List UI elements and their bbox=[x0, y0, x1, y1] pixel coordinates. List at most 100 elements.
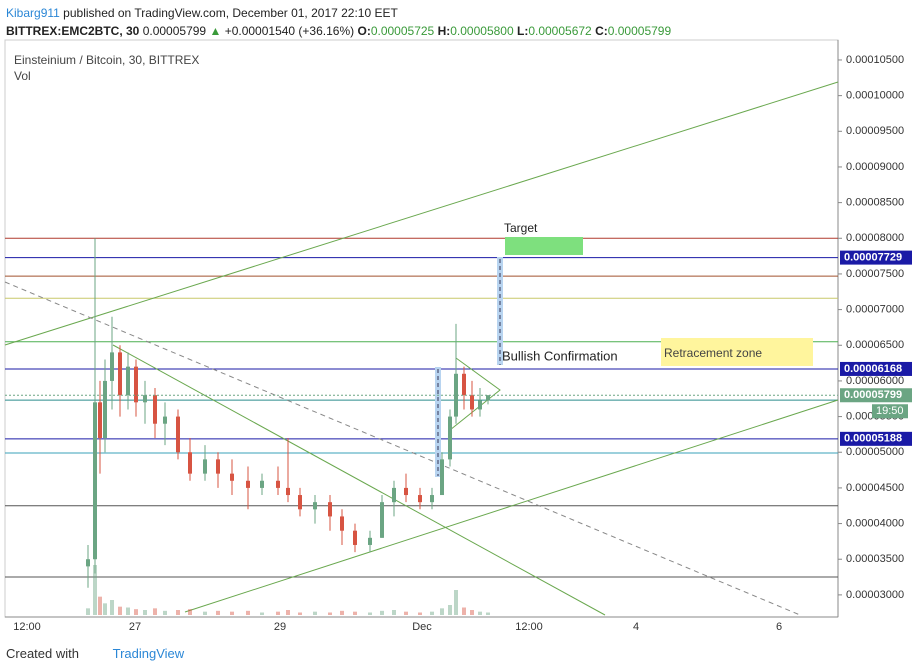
retracement-label: Retracement zone bbox=[664, 346, 762, 360]
volume-bar bbox=[230, 611, 234, 615]
volume-bar bbox=[246, 610, 250, 615]
price-label-box bbox=[840, 431, 912, 446]
price-label-box bbox=[840, 361, 912, 376]
candle-body bbox=[230, 473, 234, 481]
volume-bar bbox=[340, 610, 344, 615]
volume-bar bbox=[176, 610, 180, 615]
candle-body bbox=[486, 395, 490, 401]
volume-bar bbox=[103, 603, 107, 615]
volume-bar bbox=[98, 596, 102, 615]
volume-bar bbox=[448, 605, 452, 615]
arrow: ▲ bbox=[209, 24, 222, 38]
volume-bar bbox=[454, 590, 458, 615]
y-tick-label: 0.00006000 bbox=[846, 375, 904, 387]
volume-bar bbox=[126, 607, 130, 615]
y-tick-label: 0.00006500 bbox=[846, 339, 904, 351]
y-tick-label: 0.00007500 bbox=[846, 268, 904, 280]
brand[interactable]: TradingView bbox=[112, 646, 185, 661]
candle-body bbox=[286, 487, 290, 496]
price-label: 0.00005799 bbox=[844, 389, 902, 401]
retracement-box bbox=[661, 338, 813, 366]
y-tick-label: 0.00005000 bbox=[846, 446, 904, 458]
trendline bbox=[4, 281, 801, 616]
author[interactable]: Kibarg911 bbox=[6, 6, 60, 20]
candle-body bbox=[216, 459, 220, 474]
volume-bar bbox=[203, 611, 207, 615]
candle-body bbox=[118, 352, 122, 396]
y-tick-label: 0.00004500 bbox=[846, 482, 904, 494]
header-line-2: BITTREX:EMC2BTC, 30 0.00005799 ▲ +0.0000… bbox=[6, 22, 671, 40]
y-tick-label: 0.00003500 bbox=[846, 553, 904, 565]
y-tick-label: 0.00007000 bbox=[846, 304, 904, 316]
y-tick-label: 0.00003000 bbox=[846, 589, 904, 601]
candle-body bbox=[340, 516, 344, 531]
x-tick-label: 12:00 bbox=[13, 621, 41, 633]
volume-bar bbox=[86, 608, 90, 615]
candle-body bbox=[478, 400, 482, 410]
target-box bbox=[505, 237, 583, 255]
h: 0.00005800 bbox=[450, 24, 514, 38]
candle-body bbox=[418, 495, 422, 503]
volume-bar bbox=[380, 610, 384, 615]
candle-body bbox=[153, 395, 157, 424]
x-tick-label: Dec bbox=[412, 621, 432, 633]
candle-body bbox=[176, 416, 180, 453]
volume-bar bbox=[110, 600, 114, 615]
volume-bar bbox=[430, 611, 434, 615]
candle-body bbox=[380, 502, 384, 538]
volume-bar bbox=[470, 610, 474, 615]
header: Kibarg911 published on TradingView.com, … bbox=[6, 4, 671, 40]
price-label-box bbox=[840, 250, 912, 265]
volume-bar bbox=[118, 606, 122, 615]
volume-bar bbox=[143, 610, 147, 615]
volume-bar bbox=[216, 610, 220, 615]
bullish-label: Bullish Confirmation bbox=[502, 348, 618, 363]
candle-body bbox=[313, 502, 317, 510]
candle-body bbox=[93, 402, 97, 560]
triangle bbox=[449, 357, 501, 431]
c: 0.00005799 bbox=[607, 24, 672, 38]
plot-frame bbox=[4, 39, 839, 618]
trendline bbox=[184, 399, 839, 613]
last: 0.00005799 bbox=[142, 24, 207, 38]
x-tick-label: 6 bbox=[776, 621, 782, 633]
candle-body bbox=[260, 480, 264, 488]
chart-title: Einsteinium / Bitcoin, 30, BITTREX bbox=[14, 53, 199, 67]
price-label: 0.00007729 bbox=[844, 252, 902, 264]
price-label-box bbox=[840, 388, 912, 403]
candle-body bbox=[404, 487, 408, 496]
candle-body bbox=[98, 402, 102, 438]
y-tick-label: 0.00008000 bbox=[846, 232, 904, 244]
target-label: Target bbox=[504, 221, 538, 235]
candle-body bbox=[448, 416, 452, 460]
candle-body bbox=[246, 480, 250, 488]
candle-body bbox=[454, 373, 458, 417]
candle-body bbox=[470, 395, 474, 410]
l-label: L: bbox=[517, 24, 529, 38]
candle-body bbox=[103, 380, 107, 438]
countdown: 19:50 bbox=[876, 405, 904, 417]
volume-bar bbox=[276, 611, 280, 615]
countdown-box bbox=[872, 404, 908, 419]
candle-body bbox=[110, 352, 114, 381]
o-label: O: bbox=[357, 24, 371, 38]
volume-bar bbox=[163, 610, 167, 615]
trendline bbox=[112, 344, 606, 616]
volume-bar bbox=[93, 565, 97, 615]
candle-body bbox=[392, 487, 396, 503]
candle-body bbox=[188, 452, 192, 474]
candle-body bbox=[203, 459, 207, 474]
candle-body bbox=[134, 366, 138, 403]
volume-bar bbox=[328, 612, 332, 615]
c-label: C: bbox=[595, 24, 608, 38]
trendline bbox=[4, 81, 839, 346]
candle-body bbox=[86, 559, 90, 567]
candle-body bbox=[163, 416, 167, 424]
candle-body bbox=[430, 495, 434, 503]
volume-bar bbox=[188, 609, 192, 615]
change: +0.00001540 (+36.16%) bbox=[224, 24, 355, 38]
footer: Created with TradingView bbox=[6, 646, 184, 661]
y-tick-label: 0.00010000 bbox=[846, 90, 904, 102]
o: 0.00005725 bbox=[370, 24, 435, 38]
